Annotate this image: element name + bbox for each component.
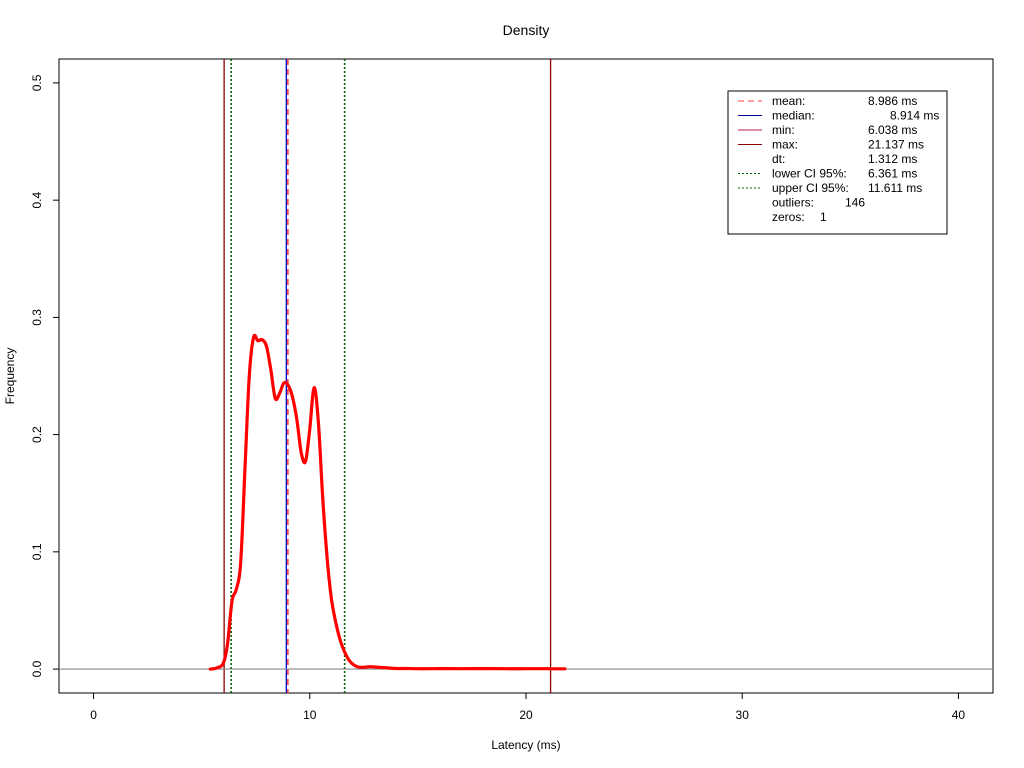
- chart-title: Density: [503, 22, 550, 38]
- legend-row: median: 8.914 ms: [738, 109, 939, 123]
- legend-label: dt:: [772, 152, 785, 166]
- density-curve: [208, 333, 567, 671]
- legend-row: upper CI 95%: 11.611 ms: [738, 181, 922, 195]
- x-tick-label: 20: [519, 708, 533, 722]
- legend-row: outliers: 146: [772, 196, 865, 210]
- legend-value: 6.038 ms: [868, 123, 917, 137]
- legend-row: zeros: 1: [772, 210, 827, 224]
- x-tick-label: 0: [90, 708, 97, 722]
- legend-label: mean:: [772, 94, 805, 108]
- reference-lines: [223, 59, 552, 693]
- legend-value: 21.137 ms: [868, 138, 924, 152]
- y-tick-label: 0.3: [30, 309, 44, 326]
- x-tick-label: 10: [303, 708, 317, 722]
- legend-box: [727, 90, 948, 235]
- legend-row: lower CI 95%: 6.361 ms: [738, 167, 917, 181]
- y-tick-label: 0.0: [30, 660, 44, 677]
- legend-value: 11.611 ms: [868, 181, 922, 195]
- legend-label: median:: [772, 109, 815, 123]
- legend-value: 8.986 ms: [868, 94, 917, 108]
- legend-label: max:: [772, 138, 798, 152]
- legend-row: dt: 1.312 ms: [772, 152, 917, 166]
- legend-row: min: 6.038 ms: [738, 123, 917, 137]
- legend-value: 146: [845, 196, 865, 210]
- y-tick-label: 0.4: [30, 191, 44, 208]
- y-tick-label: 0.1: [30, 543, 44, 560]
- legend-label: outliers:: [772, 196, 814, 210]
- y-axis: 0.0 0.1 0.2 0.3 0.4 0.5: [30, 74, 59, 677]
- legend-value: 1.312 ms: [868, 152, 917, 166]
- x-tick-label: 30: [736, 708, 750, 722]
- legend-label: lower CI 95%:: [772, 167, 847, 181]
- legend-label: min:: [772, 123, 795, 137]
- x-axis-label: Latency (ms): [491, 738, 560, 752]
- y-tick-label: 0.2: [30, 426, 44, 443]
- x-axis: 0 10 20 30 40: [90, 693, 965, 722]
- legend-row: mean: 8.986 ms: [738, 94, 917, 108]
- legend-value: 6.361 ms: [868, 167, 917, 181]
- y-tick-label: 0.5: [30, 74, 44, 91]
- x-tick-label: 40: [952, 708, 966, 722]
- y-axis-label: Frequency: [3, 348, 17, 405]
- legend: mean: 8.986 ms median: 8.914 ms min: 6.038 ms…: [727, 90, 948, 235]
- legend-row: max: 21.137 ms: [738, 138, 924, 152]
- legend-value: 1: [820, 210, 827, 224]
- legend-value: 8.914 ms: [890, 109, 939, 123]
- legend-label: zeros:: [772, 210, 805, 224]
- legend-label: upper CI 95%:: [772, 181, 849, 195]
